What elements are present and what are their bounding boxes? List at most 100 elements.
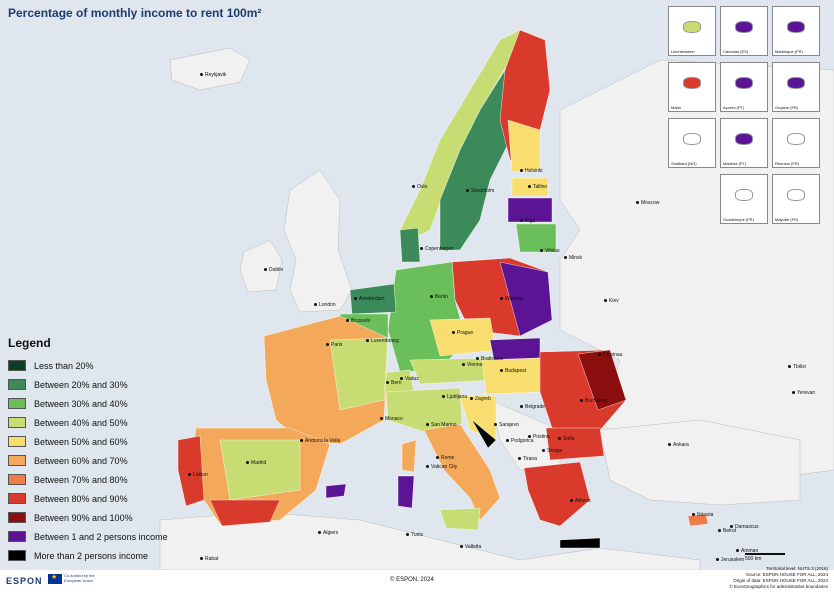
legend-swatch — [8, 512, 26, 523]
legend-swatch — [8, 379, 26, 390]
city-label: Vatican City — [426, 464, 457, 470]
city-label: Riga — [520, 218, 535, 224]
scale-bar-label: 500 km — [745, 556, 762, 562]
land-uk — [283, 169, 353, 313]
city-label: Damascus — [730, 524, 759, 530]
copyright: © ESPON, 2024 — [390, 577, 434, 583]
inset-map: Guadeloupe (FR) — [720, 174, 768, 224]
eu-flag-icon — [48, 573, 62, 584]
land-turkey — [599, 419, 801, 506]
legend: Legend Less than 20% Between 20% and 30% B… — [8, 336, 208, 565]
city-label: Amman — [736, 548, 758, 554]
inset-map: Liechtenstein — [668, 6, 716, 56]
region-bulgaria — [545, 427, 605, 461]
legend-items: Less than 20% Between 20% and 30% Between … — [8, 356, 208, 565]
inset-map: Canarias (ES) — [720, 6, 768, 56]
inset-label: Svalbard (NO) — [671, 161, 697, 166]
city-label: Madrid — [246, 460, 266, 466]
legend-label: Between 20% and 30% — [34, 379, 128, 390]
legend-item: Between 20% and 30% — [8, 375, 208, 394]
eu-funding-text: Co-funded by the European Union — [64, 573, 95, 583]
inset-maps: Liechtenstein Canarias (ES) Martinique (FR… — [668, 6, 826, 228]
legend-swatch — [8, 398, 26, 409]
inset-label: Guadeloupe (FR) — [723, 217, 754, 222]
legend-item: Between 50% and 60% — [8, 432, 208, 451]
legend-label: Between 90% and 100% — [34, 512, 133, 523]
city-label: Tunis — [406, 532, 423, 538]
inset-region — [787, 21, 805, 33]
region-greece — [523, 461, 591, 527]
inset-label: Madeira (PT) — [723, 161, 747, 166]
region-corsica — [401, 439, 417, 473]
map-title: Percentage of monthly income to rent 100… — [8, 6, 262, 20]
region-italy — [423, 423, 501, 521]
legend-title: Legend — [8, 336, 51, 350]
inset-label: Martinique (FR) — [775, 49, 803, 54]
city-label: Chisinau — [598, 352, 622, 358]
city-label: Lisbon — [188, 472, 208, 478]
city-label: Prague — [452, 330, 473, 336]
inset-label: Canarias (ES) — [723, 49, 749, 54]
espon-logo[interactable]: ESPON — [6, 576, 43, 586]
city-label: Algiers — [318, 530, 338, 536]
city-label: Valletta — [460, 544, 481, 550]
city-label: Podgorica — [506, 438, 534, 444]
city-label: Kiev — [604, 298, 619, 304]
inset-label: Mayotte (FR) — [775, 217, 799, 222]
legend-swatch — [8, 417, 26, 428]
legend-item: Between 40% and 50% — [8, 413, 208, 432]
inset-map: Martinique (FR) — [772, 6, 820, 56]
legend-swatch — [8, 360, 26, 371]
region-portugal — [177, 435, 205, 507]
inset-region — [787, 133, 805, 145]
legend-item: Between 60% and 70% — [8, 451, 208, 470]
region-spain-central — [219, 439, 301, 501]
city-label: Copenhagen — [420, 246, 454, 252]
legend-item: Between 30% and 40% — [8, 394, 208, 413]
legend-item: More than 2 persons income — [8, 546, 208, 565]
map-area[interactable]: Percentage of monthly income to rent 100… — [0, 0, 834, 570]
city-label: Nicosia — [692, 512, 713, 518]
city-label: Budapest — [500, 368, 526, 374]
land-iceland — [169, 47, 251, 91]
region-sardinia — [397, 475, 415, 509]
city-label: Jerusalem — [716, 557, 744, 563]
city-label: Paris — [326, 342, 342, 348]
city-label: Tirana — [518, 456, 537, 462]
city-label: San Marino — [426, 422, 457, 428]
legend-swatch — [8, 550, 26, 561]
city-label: Oslo — [412, 184, 427, 190]
scale-bar: 500 km — [745, 553, 785, 562]
land-ireland — [239, 239, 283, 293]
inset-map: Açores (PT) — [720, 62, 768, 112]
inset-region — [683, 21, 701, 33]
region-hungary — [481, 357, 545, 395]
inset-label: Liechtenstein — [671, 49, 695, 54]
city-label: Belgrade — [520, 404, 545, 410]
inset-region — [735, 77, 753, 89]
legend-label: Between 80% and 90% — [34, 493, 128, 504]
city-label: Sarajevo — [494, 422, 519, 428]
legend-swatch — [8, 436, 26, 447]
region-czechia — [429, 317, 497, 357]
city-label: Berlin — [430, 294, 448, 300]
city-label: Ljubljana — [442, 394, 467, 400]
city-label: Moscow — [636, 200, 659, 206]
city-label: Minsk — [564, 255, 582, 261]
city-label: Amsterdam — [354, 296, 385, 302]
legend-item: Less than 20% — [8, 356, 208, 375]
city-label: Athens — [570, 498, 591, 504]
legend-item: Between 1 and 2 persons income — [8, 527, 208, 546]
inset-region — [735, 189, 753, 201]
city-label: Vienna — [462, 362, 482, 368]
inset-label: Réunion (FR) — [775, 161, 800, 166]
legend-label: Less than 20% — [34, 360, 94, 371]
legend-item: Between 80% and 90% — [8, 489, 208, 508]
region-latvia — [507, 197, 553, 223]
legend-label: More than 2 persons income — [34, 550, 149, 561]
inset-region — [787, 77, 805, 89]
inset-map: Svalbard (NO) — [668, 118, 716, 168]
city-label: Ankara — [668, 442, 689, 448]
region-sicily — [439, 507, 481, 531]
footer: ESPON Co-funded by the European Union © … — [0, 566, 834, 594]
